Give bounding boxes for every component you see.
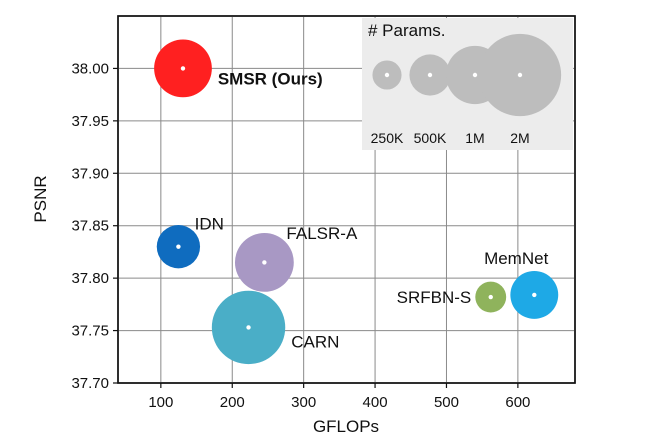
point-label-falsr-a: FALSR-A [286, 224, 358, 243]
x-tick-label: 300 [291, 394, 316, 411]
x-tick-label: 100 [148, 394, 173, 411]
point-label-memnet: MemNet [484, 249, 549, 268]
plot-frame [117, 15, 576, 384]
bubble-center-dot [180, 66, 186, 71]
point-label-carn: CARN [291, 333, 339, 352]
point-label-srfbn-s: SRFBN-S [397, 288, 472, 307]
x-tick-label: 500 [434, 394, 459, 411]
y-tick-label: 37.95 [71, 113, 109, 130]
bubble-center-dot [532, 292, 537, 298]
x-tick-label: 400 [363, 394, 388, 411]
y-tick-label: 38.00 [71, 60, 109, 77]
x-tick-label: 600 [505, 394, 530, 411]
size-legend-center-dot [472, 72, 478, 78]
size-legend-label: 500K [414, 130, 447, 146]
y-tick-label: 37.75 [71, 323, 109, 340]
size-legend-label: 250K [371, 130, 404, 146]
x-tick-label: 200 [220, 394, 245, 411]
bubble-center-dot [176, 244, 181, 249]
size-legend-label: 2M [510, 130, 529, 146]
bubble-center-dot [262, 260, 267, 265]
size-legend-label: 1M [465, 130, 484, 146]
y-axis-title: PSNR [31, 175, 50, 222]
y-tick-label: 37.90 [71, 165, 109, 182]
y-tick-label: 37.80 [71, 270, 109, 287]
size-legend-center-dot [517, 72, 523, 78]
x-axis-title: GFLOPs [313, 417, 379, 436]
axis-ticks: 100 200 300 400 500 600 37.70 37.75 37.80 37.85 37… [71, 60, 530, 411]
bubble-center-dot [246, 325, 251, 330]
bubble-center-dot [488, 294, 493, 300]
size-legend-title: # Params. [368, 21, 445, 40]
size-legend: # Params. 250K 500K 1M 2M [362, 18, 573, 150]
y-tick-label: 37.85 [71, 218, 109, 235]
y-tick-label: 37.70 [71, 375, 109, 392]
point-label-idn: IDN [195, 214, 224, 233]
size-legend-center-dot [427, 72, 433, 78]
size-legend-center-dot [384, 72, 390, 78]
bubbles: SMSR (Ours) IDN FALSR-A CARN SRFBN-S MemNet [154, 39, 559, 365]
point-label-smsr-ours: SMSR (Ours) [218, 69, 323, 88]
